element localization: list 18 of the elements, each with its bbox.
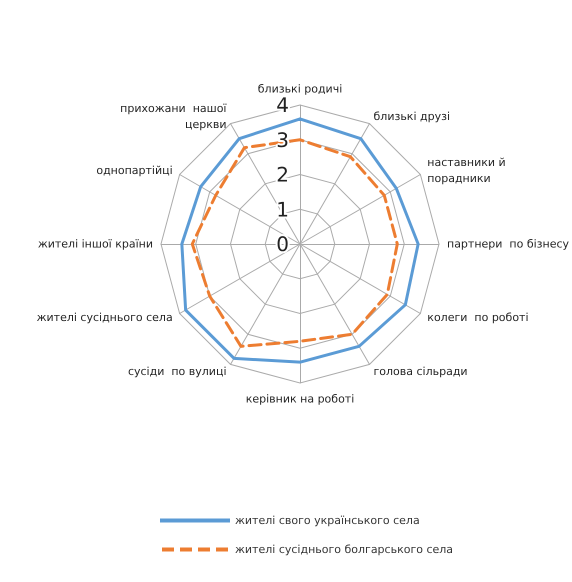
spoke-label: жителі сусіднього села: [36, 311, 173, 324]
spoke-label: голова сільради: [374, 364, 468, 378]
spoke-label: партнери по бізнесу: [447, 238, 570, 250]
spoke-label: близькі родичі: [258, 82, 342, 96]
spoke-label: прихожани нашої церкви: [120, 102, 228, 132]
spoke-label: однопартійці: [96, 164, 173, 177]
y-tick-label: 1: [276, 197, 289, 222]
y-tick-label: 2: [276, 162, 289, 186]
spoke-label: колеги по роботі: [427, 311, 529, 324]
spoke-label: жителі іншої країни: [38, 238, 153, 250]
y-tick-label: 4: [276, 93, 289, 117]
legend-label: жителі сусіднього болгарського села: [235, 543, 454, 556]
spoke-label: сусіди по вулиці: [128, 364, 226, 378]
spoke-label: керівник на роботі: [246, 392, 354, 406]
spoke-label: близькі друзі: [374, 110, 450, 124]
text: жителі свого українського села: [235, 514, 420, 527]
y-tick-label: 0: [276, 232, 289, 256]
spoke-label: наставники й порадники: [427, 156, 506, 185]
